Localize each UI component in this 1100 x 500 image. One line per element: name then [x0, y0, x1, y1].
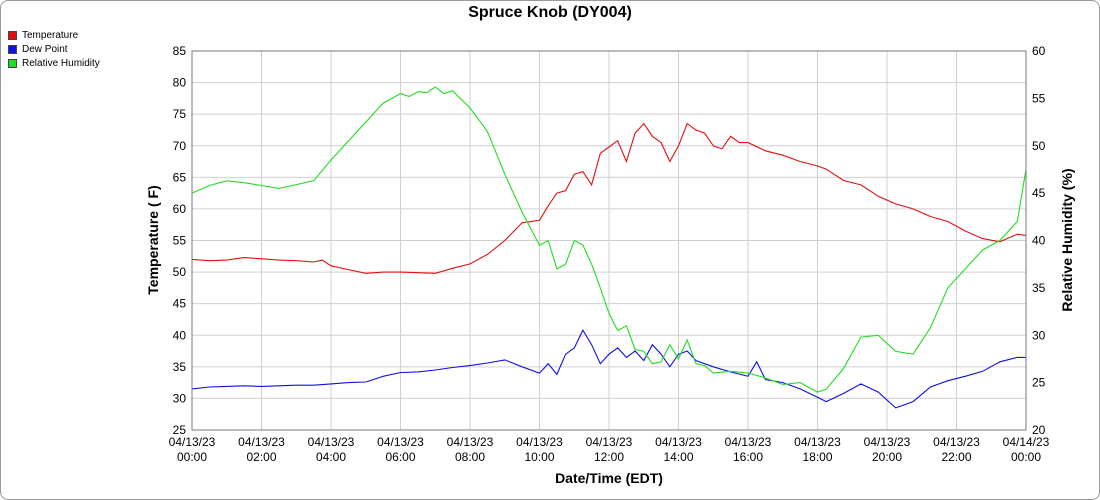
y-tick-label: 65 [173, 170, 187, 184]
y-tick-label: 80 [173, 76, 187, 90]
series-line-dew-point [191, 329, 1026, 409]
x-tick-date: 04/13/23 [377, 435, 424, 449]
legend-swatch-temperature [8, 30, 17, 40]
y-tick-label: 70 [173, 139, 187, 153]
y2-tick-label: 35 [1032, 281, 1046, 295]
y-tick-label: 30 [173, 391, 187, 405]
legend-swatch-dew-point [8, 44, 17, 54]
x-tick-time: 18:00 [802, 450, 832, 464]
x-tick-date: 04/13/23 [864, 435, 911, 449]
series-line-relative-humidity [191, 86, 1027, 393]
x-tick-date: 04/13/23 [308, 435, 355, 449]
x-tick-time: 20:00 [872, 450, 902, 464]
x-tick-date: 04/13/23 [586, 435, 633, 449]
y-tick-label: 75 [173, 107, 187, 121]
legend-label-relative-humidity: Relative Humidity [22, 57, 100, 69]
y-tick-label: 25 [173, 423, 187, 437]
x-tick-time: 04:00 [316, 450, 346, 464]
y-tick-label: 55 [173, 234, 187, 248]
x-tick-time: 08:00 [455, 450, 485, 464]
y-tick-label: 60 [173, 202, 187, 216]
y2-tick-label: 40 [1032, 234, 1046, 248]
x-tick-time: 00:00 [177, 450, 207, 464]
x-axis-title: Date/Time (EDT) [555, 470, 663, 486]
y2-tick-label: 55 [1032, 91, 1046, 105]
legend-label-temperature: Temperature [22, 29, 79, 41]
legend-label-dew-point: Dew Point [22, 43, 68, 55]
y-tick-label: 85 [173, 44, 187, 58]
legend: Temperature Dew Point Relative Humidity [8, 28, 100, 70]
x-tick-date: 04/14/23 [1003, 435, 1050, 449]
legend-item-relative-humidity: Relative Humidity [8, 56, 100, 70]
y2-tick-label: 50 [1032, 139, 1046, 153]
series-line-temperature [191, 122, 1027, 274]
y-tick-label: 50 [173, 265, 187, 279]
legend-item-dew-point: Dew Point [8, 42, 100, 56]
x-tick-date: 04/13/23 [655, 435, 702, 449]
y2-tick-label: 30 [1032, 328, 1046, 342]
chart-title: Spruce Knob (DY004) [468, 4, 632, 21]
grid [191, 50, 1027, 431]
y2-tick-label: 60 [1032, 44, 1046, 58]
y-axis-title: Temperature ( F) [145, 185, 161, 294]
x-tick-time: 00:00 [1011, 450, 1041, 464]
x-tick-time: 22:00 [941, 450, 971, 464]
y-tick-label: 40 [173, 328, 187, 342]
y2-axis-title: Relative Humidity (%) [1059, 168, 1075, 311]
x-tick-time: 16:00 [733, 450, 763, 464]
legend-item-temperature: Temperature [8, 28, 100, 42]
plot-border [191, 50, 1027, 431]
legend-swatch-relative-humidity [8, 58, 17, 68]
y2-tick-label: 20 [1032, 423, 1046, 437]
y2-tick-label: 45 [1032, 186, 1046, 200]
x-tick-time: 10:00 [524, 450, 554, 464]
x-tick-date: 04/13/23 [516, 435, 563, 449]
x-tick-date: 04/13/23 [794, 435, 841, 449]
tick-labels: 25 30 35 40 45 50 55 60 65 70 75 80 85 20 25 30 35 40 45 50… [169, 44, 1050, 464]
x-tick-time: 02:00 [246, 450, 276, 464]
x-tick-date: 04/13/23 [238, 435, 285, 449]
x-tick-date: 04/13/23 [933, 435, 980, 449]
x-tick-date: 04/13/23 [725, 435, 772, 449]
series-layer [191, 86, 1027, 409]
y2-tick-label: 25 [1032, 376, 1046, 390]
y-tick-label: 35 [173, 360, 187, 374]
x-tick-time: 12:00 [594, 450, 624, 464]
x-tick-date: 04/13/23 [169, 435, 216, 449]
x-tick-date: 04/13/23 [447, 435, 494, 449]
x-tick-time: 06:00 [385, 450, 415, 464]
x-tick-time: 14:00 [663, 450, 693, 464]
y-tick-label: 45 [173, 297, 187, 311]
